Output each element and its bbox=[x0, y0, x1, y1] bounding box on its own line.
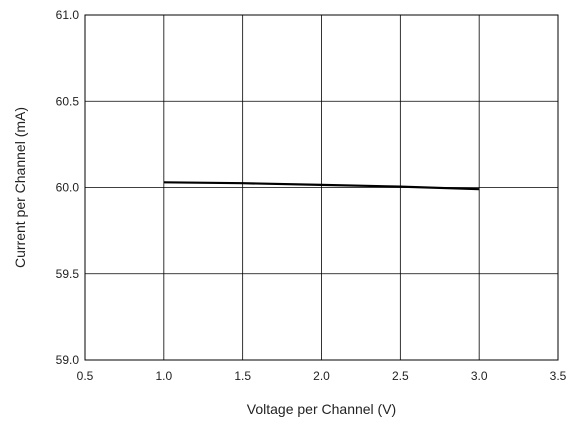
series-layer bbox=[163, 181, 480, 191]
y-tick-label: 59.5 bbox=[56, 267, 80, 281]
y-tick-label: 60.0 bbox=[56, 181, 80, 195]
x-tick-labels: 0.5 1.0 1.5 2.0 2.5 3.0 3.5 bbox=[77, 369, 567, 383]
x-tick-label: 2.0 bbox=[313, 369, 330, 383]
x-tick-label: 1.0 bbox=[155, 369, 172, 383]
y-tick-label: 59.0 bbox=[56, 353, 80, 367]
plot-area-frame bbox=[84, 14, 559, 361]
series-line bbox=[163, 181, 480, 191]
y-axis-label: Current per Channel (mA) bbox=[12, 107, 28, 268]
x-tick-label: 2.5 bbox=[392, 369, 409, 383]
x-tick-label: 1.5 bbox=[234, 369, 251, 383]
y-tick-label: 61.0 bbox=[56, 8, 80, 22]
x-tick-label: 3.5 bbox=[550, 369, 567, 383]
grid-lines bbox=[85, 15, 558, 360]
y-tick-label: 60.5 bbox=[56, 94, 80, 108]
x-axis-label: Voltage per Channel (V) bbox=[247, 401, 396, 417]
x-tick-label: 0.5 bbox=[77, 369, 94, 383]
x-tick-label: 3.0 bbox=[471, 369, 488, 383]
y-tick-labels: 59.0 59.5 60.0 60.5 61.0 bbox=[56, 8, 80, 367]
